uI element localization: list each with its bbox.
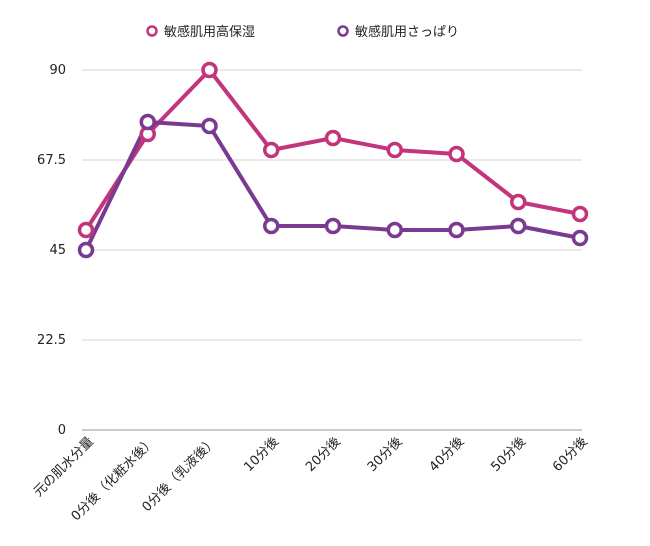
x-tick-label: 10分後 bbox=[241, 434, 282, 475]
data-point bbox=[201, 117, 218, 135]
data-point bbox=[201, 61, 218, 79]
data-point bbox=[139, 113, 156, 131]
data-point bbox=[386, 221, 403, 239]
data-point bbox=[77, 241, 95, 259]
legend-marker bbox=[337, 25, 349, 37]
data-point bbox=[510, 217, 527, 235]
data-point bbox=[448, 145, 465, 163]
x-tick-label: 40分後 bbox=[427, 434, 468, 475]
legend: 敏感肌用高保湿 敏感肌用さっぱり bbox=[146, 24, 459, 40]
data-point bbox=[263, 217, 280, 235]
x-tick-label: 元の肌水分量 bbox=[31, 434, 97, 500]
legend-marker bbox=[146, 25, 158, 37]
x-tick-label: 20分後 bbox=[303, 434, 344, 475]
y-tick-label: 45 bbox=[49, 243, 66, 258]
series-group bbox=[77, 61, 589, 259]
y-tick-label: 22.5 bbox=[37, 333, 66, 348]
data-point bbox=[324, 217, 342, 235]
y-tick-label: 67.5 bbox=[37, 153, 66, 168]
legend-label: 敏感肌用さっぱり bbox=[355, 24, 459, 40]
gridlines bbox=[82, 69, 582, 431]
y-tick-label: 90 bbox=[49, 63, 66, 78]
data-point bbox=[263, 141, 280, 159]
x-tick-label: 30分後 bbox=[365, 434, 406, 475]
data-point bbox=[386, 141, 403, 159]
data-point bbox=[324, 129, 342, 147]
data-point bbox=[510, 193, 527, 211]
x-tick-label: 50分後 bbox=[488, 434, 529, 475]
data-point bbox=[448, 221, 465, 239]
series-line bbox=[84, 68, 582, 232]
data-point bbox=[77, 221, 95, 239]
data-point bbox=[571, 229, 589, 247]
y-axis-ticks: 0 22.5 45 67.5 90 bbox=[37, 63, 66, 438]
data-point bbox=[571, 205, 589, 223]
x-tick-label: 60分後 bbox=[550, 434, 591, 475]
legend-label: 敏感肌用高保湿 bbox=[164, 24, 255, 40]
y-tick-label: 0 bbox=[58, 423, 66, 438]
